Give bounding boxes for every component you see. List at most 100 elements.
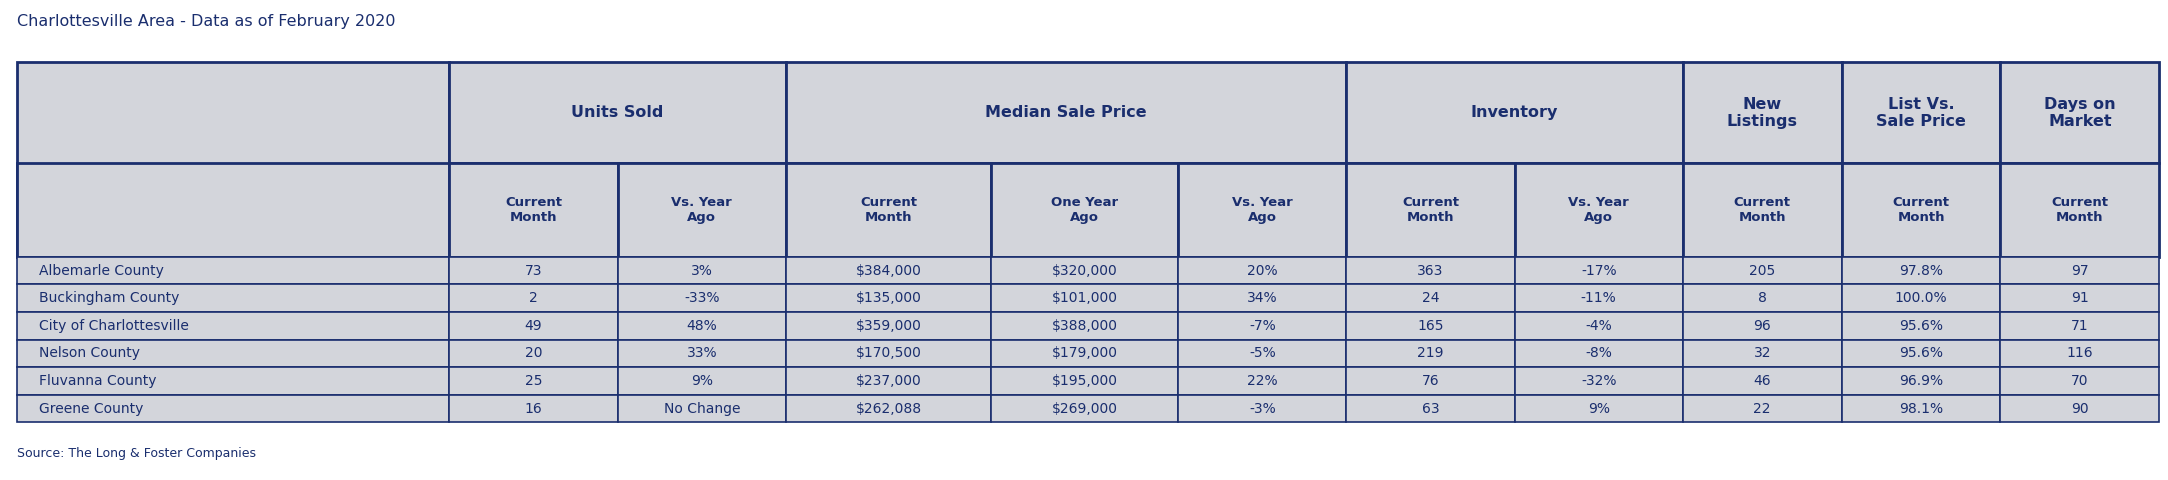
Text: 9%: 9%: [1587, 402, 1609, 416]
Text: Median Sale Price: Median Sale Price: [984, 105, 1147, 120]
Text: Current
Month: Current Month: [1403, 196, 1459, 224]
Text: Greene County: Greene County: [39, 402, 143, 416]
Bar: [1841, 395, 2001, 422]
Text: 90: 90: [2070, 402, 2088, 416]
Text: Nelson County: Nelson County: [39, 347, 141, 360]
Bar: [1346, 395, 1515, 422]
Bar: [618, 340, 785, 367]
Bar: [1515, 284, 1682, 312]
Text: 363: 363: [1418, 264, 1444, 277]
Bar: [449, 312, 618, 340]
Bar: [1682, 163, 1841, 257]
Bar: [1841, 163, 2001, 257]
Bar: [1515, 395, 1682, 422]
Text: 97.8%: 97.8%: [1899, 264, 1943, 277]
Bar: [991, 340, 1177, 367]
Bar: [785, 62, 1346, 163]
Text: 22: 22: [1754, 402, 1771, 416]
Bar: [449, 367, 618, 395]
Text: $262,088: $262,088: [856, 402, 921, 416]
Bar: [1346, 367, 1515, 395]
Bar: [785, 257, 991, 284]
Text: Vs. Year
Ago: Vs. Year Ago: [1567, 196, 1628, 224]
Bar: [1682, 257, 1841, 284]
Text: Vs. Year
Ago: Vs. Year Ago: [1231, 196, 1292, 224]
Bar: [1841, 62, 2001, 163]
Text: 32: 32: [1754, 347, 1771, 360]
Text: 96: 96: [1754, 319, 1771, 333]
Bar: [785, 163, 991, 257]
Bar: [2001, 395, 2159, 422]
Text: Current
Month: Current Month: [861, 196, 917, 224]
Text: Buckingham County: Buckingham County: [39, 291, 180, 305]
Bar: [1841, 312, 2001, 340]
Text: 24: 24: [1422, 291, 1440, 305]
Text: -7%: -7%: [1249, 319, 1275, 333]
Text: Current
Month: Current Month: [1734, 196, 1791, 224]
Bar: [618, 395, 785, 422]
Text: -33%: -33%: [683, 291, 720, 305]
Text: 16: 16: [525, 402, 542, 416]
Text: $269,000: $269,000: [1051, 402, 1119, 416]
Bar: [1515, 257, 1682, 284]
Bar: [1841, 284, 2001, 312]
Text: 97: 97: [2070, 264, 2088, 277]
Text: 95.6%: 95.6%: [1899, 347, 1943, 360]
Text: -11%: -11%: [1580, 291, 1617, 305]
Text: 76: 76: [1422, 374, 1440, 388]
Bar: [1177, 163, 1346, 257]
Text: New
Listings: New Listings: [1726, 96, 1797, 129]
Bar: [2001, 312, 2159, 340]
Text: -17%: -17%: [1580, 264, 1617, 277]
Bar: [17, 284, 449, 312]
Text: 100.0%: 100.0%: [1895, 291, 1947, 305]
Text: 48%: 48%: [687, 319, 718, 333]
Text: Albemarle County: Albemarle County: [39, 264, 165, 277]
Bar: [17, 62, 449, 257]
Text: 49: 49: [525, 319, 542, 333]
Text: 20%: 20%: [1247, 264, 1277, 277]
Bar: [991, 163, 1177, 257]
Text: 22%: 22%: [1247, 374, 1277, 388]
Bar: [618, 312, 785, 340]
Bar: [1682, 395, 1841, 422]
Bar: [1346, 257, 1515, 284]
Text: $195,000: $195,000: [1051, 374, 1119, 388]
Text: 20: 20: [525, 347, 542, 360]
Bar: [449, 257, 618, 284]
Bar: [1515, 367, 1682, 395]
Bar: [991, 367, 1177, 395]
Bar: [1682, 62, 1841, 163]
Bar: [618, 367, 785, 395]
Text: $170,500: $170,500: [856, 347, 921, 360]
Bar: [1841, 340, 2001, 367]
Bar: [785, 340, 991, 367]
Bar: [1515, 163, 1682, 257]
Bar: [2001, 62, 2159, 163]
Text: 46: 46: [1754, 374, 1771, 388]
Text: $237,000: $237,000: [856, 374, 921, 388]
Text: $384,000: $384,000: [856, 264, 921, 277]
Text: 116: 116: [2066, 347, 2094, 360]
Text: $135,000: $135,000: [856, 291, 921, 305]
Bar: [618, 284, 785, 312]
Bar: [1177, 340, 1346, 367]
Bar: [1682, 340, 1841, 367]
Text: 9%: 9%: [692, 374, 713, 388]
Bar: [1346, 340, 1515, 367]
Bar: [1177, 257, 1346, 284]
Bar: [991, 257, 1177, 284]
Text: 63: 63: [1422, 402, 1440, 416]
Bar: [618, 163, 785, 257]
Text: -3%: -3%: [1249, 402, 1275, 416]
Text: Current
Month: Current Month: [505, 196, 562, 224]
Bar: [2001, 340, 2159, 367]
Text: 2: 2: [529, 291, 538, 305]
Text: 91: 91: [2070, 291, 2088, 305]
Bar: [1841, 257, 2001, 284]
Bar: [618, 257, 785, 284]
Text: 25: 25: [525, 374, 542, 388]
Text: $179,000: $179,000: [1051, 347, 1119, 360]
Bar: [17, 257, 449, 284]
Bar: [785, 395, 991, 422]
